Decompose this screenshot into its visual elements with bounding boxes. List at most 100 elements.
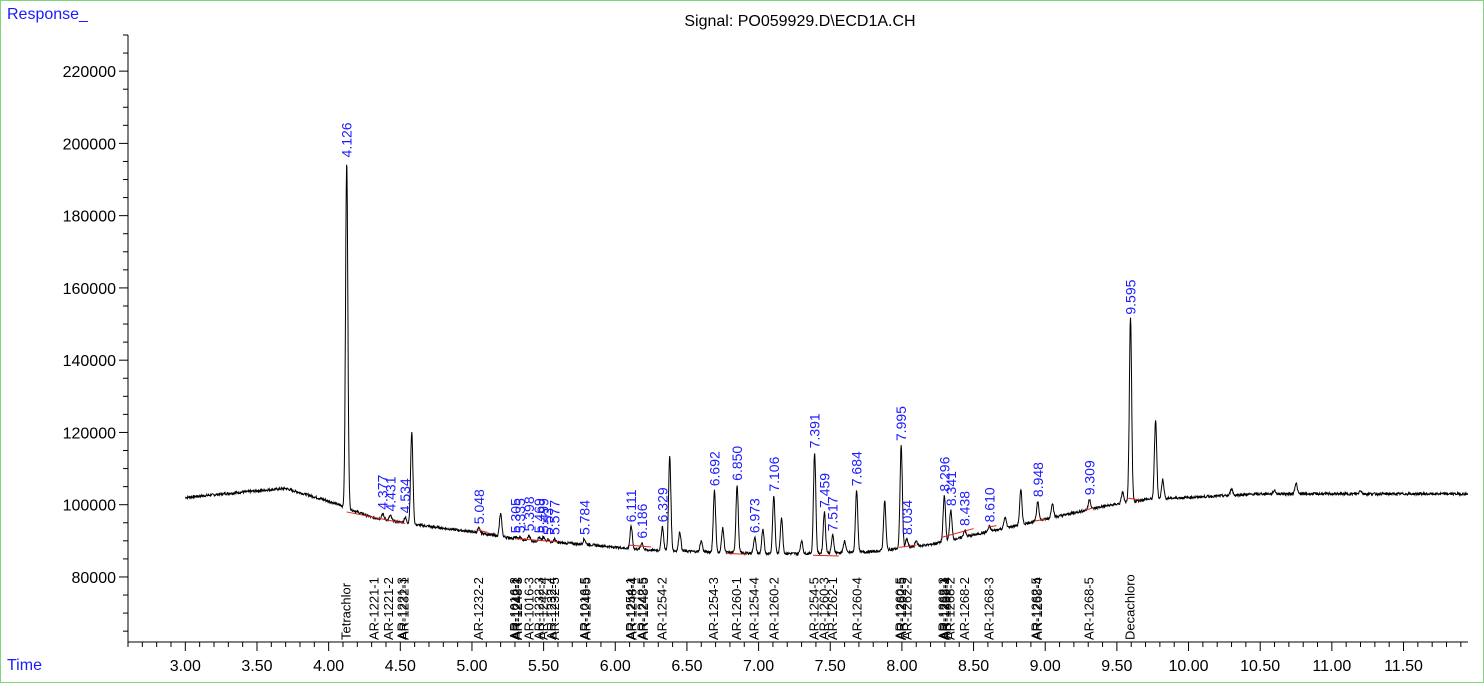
peak-label: 7.684 — [849, 451, 865, 486]
peak-label: 5.398 — [521, 496, 537, 531]
compound-label: AR-1242-1 — [508, 577, 523, 640]
compound-label: AR-1221-1 — [367, 577, 382, 640]
compound-label: AR-1260-4 — [849, 577, 864, 640]
peak-label: 6.692 — [706, 451, 722, 486]
x-tick-label: 10.00 — [1169, 658, 1209, 675]
peak-label: 9.595 — [1122, 279, 1138, 314]
peak-label: 7.517 — [825, 496, 841, 531]
y-tick-label: 200000 — [63, 136, 116, 153]
peak-label: 9.309 — [1082, 460, 1098, 495]
x-tick-label: 8.50 — [958, 658, 989, 675]
integration-segment — [1085, 507, 1095, 511]
compound-label: AR-1232-4 — [544, 577, 559, 640]
signal-trace — [185, 164, 1469, 557]
compound-label: AR-1262-3 — [935, 577, 950, 640]
compound-label: AR-1232-3 — [531, 577, 546, 640]
y-tick-label: 220000 — [63, 64, 116, 81]
compound-label: AR-1268-3 — [981, 577, 996, 640]
integration-baselines — [346, 497, 1140, 557]
peak-label: 8.610 — [981, 487, 997, 522]
x-tick-label: 5.00 — [456, 658, 487, 675]
compound-label: AR-1242-4 — [536, 577, 551, 640]
compound-label: AR-1221-2 — [381, 577, 396, 640]
compound-label: AR-1232-5 — [547, 577, 562, 640]
y-tick-label: 180000 — [63, 209, 116, 226]
compound-label: AR-1262-4 — [938, 577, 953, 640]
compound-label: AR-1260-3 — [817, 577, 832, 640]
compound-label: AR-1268-2 — [943, 577, 958, 640]
peak-label: 4.377 — [375, 474, 391, 509]
peak-label: 8.296 — [936, 456, 952, 491]
compound-label: AR-1016-2 — [507, 577, 522, 640]
peak-label: 5.469 — [531, 498, 547, 533]
compound-label: AR-1268-4 — [1030, 577, 1045, 640]
compound-label: AR-1016-5 — [577, 577, 592, 640]
compound-label: AR-1268-1 — [937, 577, 952, 640]
integration-segment — [629, 544, 652, 548]
integration-segment — [727, 552, 748, 555]
peak-label: 4.431 — [382, 476, 398, 511]
compound-label: AR-1260-2 — [766, 577, 781, 640]
peak-label: 7.391 — [807, 413, 823, 448]
peak-label: 6.329 — [654, 487, 670, 522]
x-axis-label: Time — [7, 657, 42, 674]
peak-label: 5.048 — [471, 489, 487, 524]
peak-label: 5.784 — [576, 500, 592, 535]
compound-label: AR-1248-3 — [510, 577, 525, 640]
y-axis-label: Response_ — [7, 6, 88, 23]
x-tick-label: 7.50 — [815, 658, 846, 675]
compound-label: AR-1262-5 — [894, 577, 909, 640]
peak-label: 7.459 — [816, 473, 832, 508]
chart-title: Signal: PO059929.D\ECD1A.CH — [684, 13, 915, 30]
peak-label: 6.186 — [634, 503, 650, 538]
peak-label: 8.948 — [1030, 462, 1046, 497]
compound-label: AR-1254-3 — [706, 577, 721, 640]
peak-label: 5.499 — [535, 498, 551, 533]
x-tick-label: 9.00 — [1030, 658, 1061, 675]
peak-label: 5.577 — [547, 500, 563, 535]
peak-label: 8.438 — [957, 491, 973, 526]
peak-label: 5.53 — [540, 508, 556, 535]
integration-segment — [813, 554, 839, 557]
integration-segment — [898, 544, 917, 548]
integration-segment — [1128, 497, 1140, 501]
peak-label: 7.106 — [766, 456, 782, 491]
axes: 80000 100000 120000 140000 160000 180000 20000… — [63, 34, 1468, 675]
x-tick-label: 4.50 — [385, 658, 416, 675]
x-tick-label: 3.00 — [170, 658, 201, 675]
compound-label: AR-1248-5 — [579, 577, 594, 640]
x-tick-label: 8.00 — [886, 658, 917, 675]
compound-label: AR-1268-5 — [1082, 577, 1097, 640]
y-tick-label: 140000 — [63, 353, 116, 370]
peak-label: 7.995 — [893, 406, 909, 441]
compound-label: AR-1248-4 — [624, 577, 639, 640]
x-tick-label: 6.00 — [600, 658, 631, 675]
peak-label: 5.305 — [508, 498, 524, 533]
x-tick-label: 11.50 — [1384, 658, 1423, 675]
compound-label: AR-1262-1 — [825, 577, 840, 640]
y-tick-label: 120000 — [63, 425, 116, 442]
integration-segment — [346, 511, 406, 524]
integration-segment — [516, 538, 558, 543]
x-tick-label: 10.50 — [1240, 658, 1280, 675]
x-tick-label: 7.00 — [743, 658, 774, 675]
compound-label: AR-1221-3 — [394, 577, 409, 640]
x-tick-label: 6.50 — [671, 658, 702, 675]
compound-label: AR-1254-1 — [623, 577, 638, 640]
compound-label: Decachloro — [1122, 574, 1137, 640]
compound-label: AR-1232-1 — [397, 577, 412, 640]
compound-label: AR-1262-2 — [900, 577, 915, 640]
compound-label: Tetrachlor — [339, 582, 354, 640]
compound-label: AR-1254-5 — [806, 577, 821, 640]
trace-line — [185, 164, 1469, 557]
compound-label: AR-1268-2 — [957, 577, 972, 640]
compound-label: AR-1242-5 — [635, 577, 650, 640]
peak-label: 5.335 — [512, 498, 528, 533]
peak-label: 4.534 — [397, 478, 413, 513]
peak-label: 6.850 — [729, 446, 745, 481]
compound-label: AR-1260-5 — [892, 577, 907, 640]
x-tick-label: 5.50 — [528, 658, 559, 675]
compound-label: AR-1248-5 — [636, 577, 651, 640]
integration-segment — [987, 525, 997, 528]
integration-segment — [941, 528, 974, 538]
